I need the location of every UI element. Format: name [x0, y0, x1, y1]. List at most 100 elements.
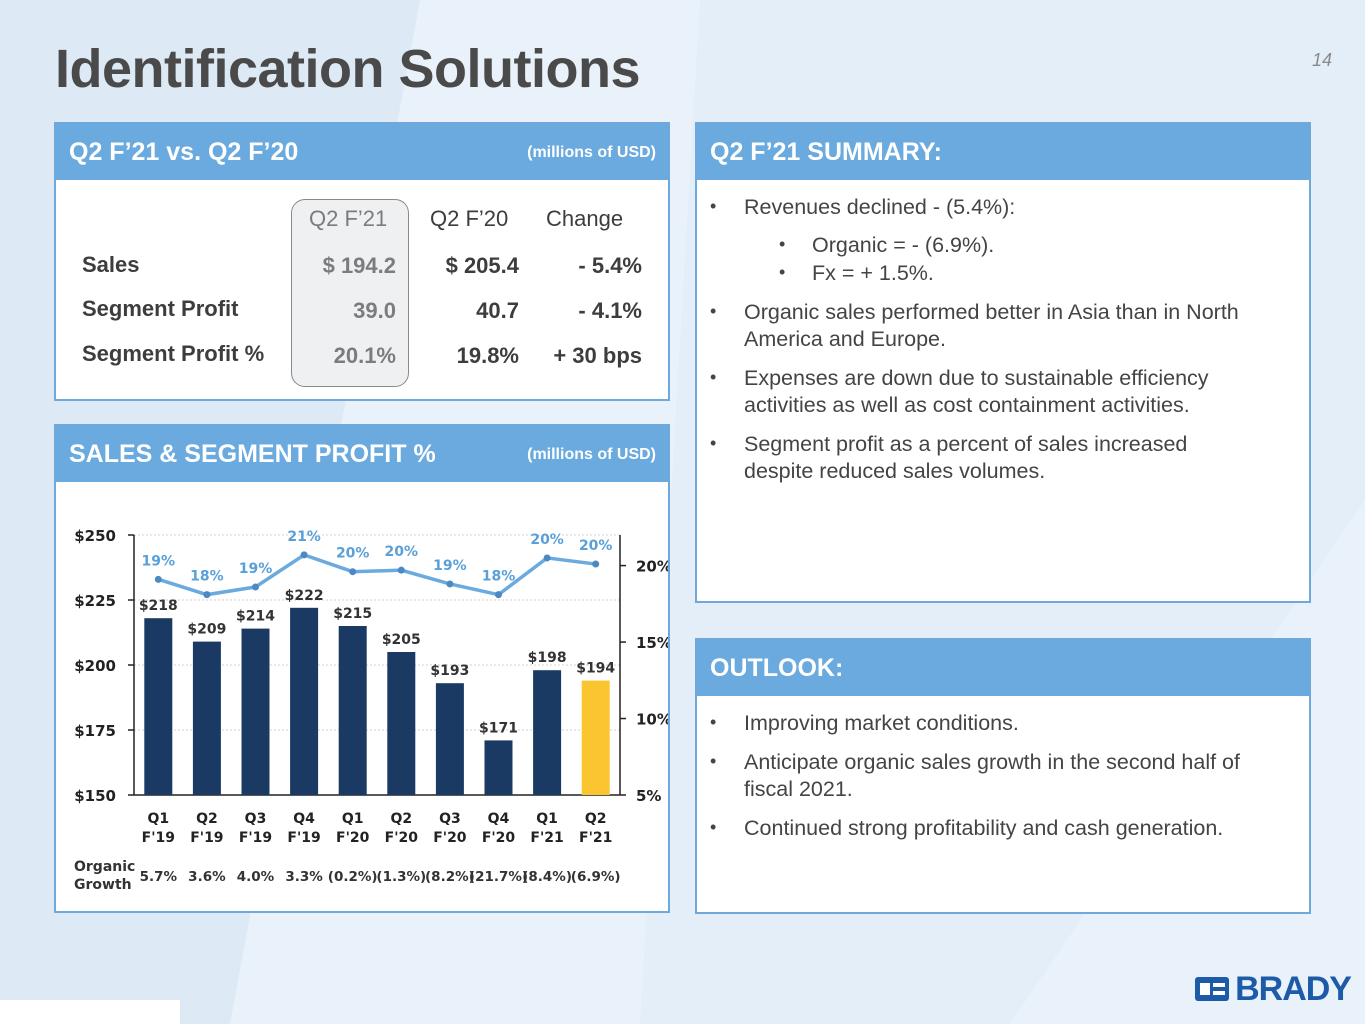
bullet-dot: • [710, 301, 717, 321]
summary-panel: Q2 F’21 SUMMARY: • Revenues declined - (… [695, 122, 1311, 603]
summary-bullet-segment-profit-1: Segment profit as a percent of sales inc… [744, 432, 1188, 456]
x-tick-label: Q2 [585, 811, 607, 827]
segment-profit-pct-q2-f20: 19.8% [456, 343, 519, 368]
y-tick-label: $200 [74, 657, 116, 675]
sales-chart-header: SALES & SEGMENT PROFIT % (millions of US… [56, 426, 668, 482]
bullet-dot: • [779, 234, 786, 254]
sales-bar-label: $215 [333, 606, 372, 622]
outlook-title: OUTLOOK: [710, 654, 844, 682]
outlook-bullet-growth-1: Anticipate organic sales growth in the s… [744, 750, 1240, 774]
current-quarter-highlight [291, 199, 409, 387]
segment-profit-label: 19% [142, 553, 176, 569]
segment-profit-label: 21% [287, 529, 321, 545]
summary-bullet-organic-sales-1: Organic sales performed better in Asia t… [744, 300, 1239, 324]
segment-profit-point [300, 551, 308, 559]
segment-profit-point [349, 568, 357, 576]
x-tick-label: F'20 [336, 830, 370, 846]
segment-profit-point [397, 566, 405, 574]
organic-growth-value: (1.3%) [376, 869, 426, 885]
page-title: Identification Solutions [55, 39, 640, 99]
x-tick-label: Q1 [536, 811, 558, 827]
sales-bar [533, 670, 562, 795]
organic-growth-value: (8.2%) [425, 869, 475, 885]
segment-profit-q2-f21: 39.0 [353, 298, 396, 323]
segment-profit-pct-q2-f21: 20.1% [333, 343, 396, 368]
y2-tick-label: 20% [636, 558, 668, 576]
outlook-header: OUTLOOK: [697, 640, 1309, 696]
summary-subbullet-organic: Organic = - (6.9%). [812, 233, 995, 257]
x-tick-label: F'21 [579, 830, 612, 846]
sales-bar [435, 683, 464, 795]
bullet-dot: • [710, 367, 717, 387]
bullet-dot: • [710, 196, 717, 216]
sales-q2-f20: $ 205.4 [445, 253, 519, 278]
segment-profit-label: 18% [190, 569, 224, 585]
organic-growth-value: 4.0% [237, 869, 275, 885]
sales-bar [290, 607, 319, 795]
segment-profit-label: 18% [482, 569, 516, 585]
column-header-q2-f20: Q2 F’20 [430, 206, 509, 231]
segment-profit-label: 20% [336, 546, 370, 562]
summary-bullet-expenses-1: Expenses are down due to sustainable eff… [744, 366, 1209, 390]
sales-bar [387, 652, 416, 795]
comparison-panel: Q2 F’21 vs. Q2 F’20 (millions of USD) Q2… [54, 122, 670, 401]
sales-bar-label: $198 [528, 650, 567, 666]
column-header-q2-f21: Q2 F’21 [309, 206, 388, 231]
outlook-panel: OUTLOOK: • Improving market conditions. … [695, 638, 1311, 914]
segment-profit-label: 20% [579, 538, 613, 554]
segment-profit-change: - 4.1% [578, 298, 642, 323]
segment-profit-point [154, 575, 162, 583]
brady-logo-icon [1195, 977, 1230, 1001]
segment-profit-pct-change: + 30 bps [553, 343, 642, 368]
segment-profit-q2-f20: 40.7 [476, 298, 519, 323]
y-tick-label: $225 [74, 592, 116, 610]
sales-segment-profit-chart: $250 $225 $200 $175 $150 20% 15% 10% 5% $218 $209 $… [74, 527, 668, 893]
comparison-units: (millions of USD) [527, 144, 656, 161]
sales-bar [144, 618, 173, 795]
organic-growth-value: (8.4%) [522, 869, 572, 885]
y2-tick-label: 5% [636, 787, 661, 805]
sales-bar-label: $171 [479, 720, 518, 736]
summary-title: Q2 F’21 SUMMARY: [710, 138, 942, 166]
organic-growth-value: 3.6% [188, 869, 226, 885]
organic-growth-value: (21.7%) [469, 869, 528, 885]
organic-growth-value: 5.7% [140, 869, 178, 885]
x-tick-label: F'20 [482, 830, 516, 846]
x-tick-label: Q1 [342, 811, 364, 827]
comparison-header: Q2 F’21 vs. Q2 F’20 (millions of USD) [56, 124, 668, 180]
outlook-bullet-growth-2: fiscal 2021. [744, 777, 853, 801]
segment-profit-label: 19% [239, 561, 273, 577]
organic-growth-label: Growth [74, 877, 132, 893]
summary-bullet-segment-profit-2: despite reduced sales volumes. [744, 459, 1046, 483]
x-tick-label: Q2 [390, 811, 412, 827]
bullet-dot: • [710, 751, 717, 771]
x-tick-label: F'20 [433, 830, 467, 846]
organic-growth-value: (6.9%) [571, 869, 621, 885]
page-number: 14 [1311, 50, 1332, 70]
sales-bar [338, 626, 367, 795]
x-tick-label: F'19 [142, 830, 175, 846]
y2-tick-label: 10% [636, 711, 668, 729]
x-tick-label: F'19 [190, 830, 223, 846]
outlook-bullet-market: Improving market conditions. [744, 711, 1019, 735]
x-tick-label: Q3 [439, 811, 461, 827]
segment-profit-point [203, 591, 211, 599]
sales-bar-label: $209 [187, 622, 226, 638]
y-tick-label: $175 [74, 722, 116, 740]
summary-header: Q2 F’21 SUMMARY: [697, 124, 1309, 180]
bullet-dot: • [710, 433, 717, 453]
segment-profit-point [446, 580, 454, 588]
x-tick-label: Q4 [293, 811, 315, 827]
row-label-segment-profit: Segment Profit [82, 296, 239, 321]
x-tick-label: F'21 [530, 830, 563, 846]
segment-profit-point [543, 554, 551, 562]
x-tick-label: Q3 [245, 811, 267, 827]
segment-profit-point [495, 591, 502, 599]
sales-chart-units: (millions of USD) [527, 446, 656, 463]
summary-bullet-revenues: Revenues declined - (5.4%): [744, 195, 1016, 219]
segment-profit-label: 20% [385, 544, 419, 560]
sales-bar-label: $214 [236, 609, 275, 625]
segment-profit-point [252, 583, 259, 591]
sales-change: - 5.4% [578, 253, 642, 278]
y-tick-label: $250 [74, 527, 116, 545]
